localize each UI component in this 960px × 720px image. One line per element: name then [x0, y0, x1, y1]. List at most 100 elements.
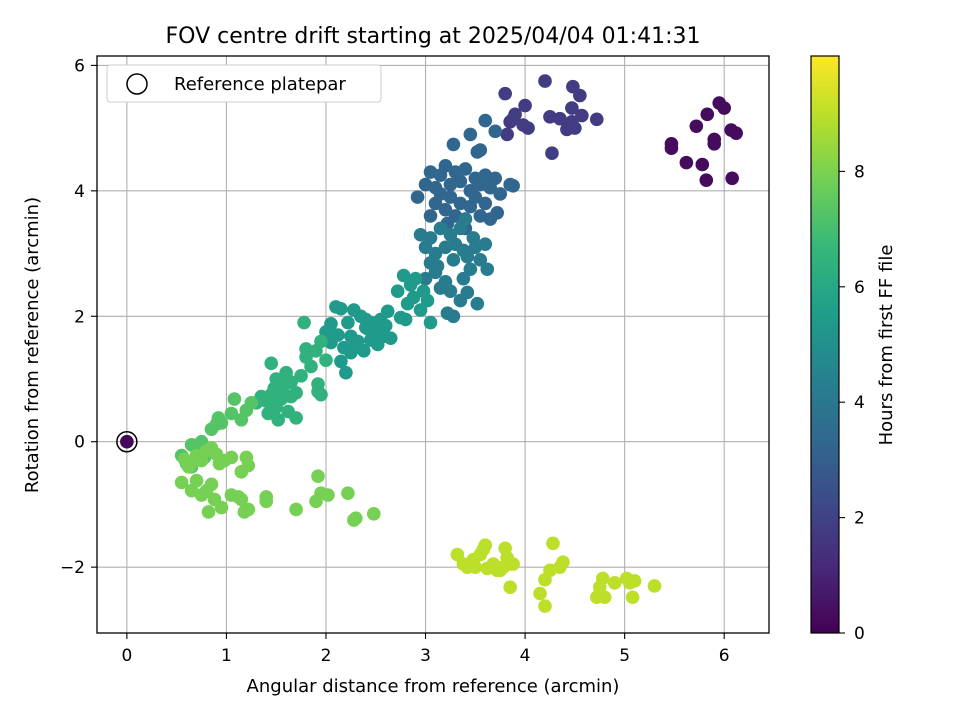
- scatter-point: [241, 458, 256, 473]
- colorbar-tick-label: 0: [854, 624, 865, 644]
- scatter-point: [470, 296, 485, 311]
- scatter-point: [546, 536, 560, 551]
- scatter-point: [214, 500, 229, 515]
- scatter-point: [556, 555, 570, 569]
- scatter-point: [707, 137, 722, 151]
- scatter-point: [699, 173, 714, 187]
- scatter-point: [679, 155, 694, 170]
- scatter-point: [553, 111, 567, 126]
- scatter-point: [478, 538, 493, 552]
- scatter-point: [267, 381, 282, 396]
- y-tick-label: 6: [74, 56, 85, 76]
- scatter-point: [521, 121, 535, 135]
- scatter-point: [717, 101, 731, 115]
- scatter-point: [418, 271, 433, 286]
- scatter-point: [390, 284, 405, 298]
- scatter-point: [463, 262, 478, 277]
- scatter-point: [440, 306, 455, 320]
- scatter-point: [488, 124, 503, 139]
- y-tick-label: −2: [60, 558, 85, 578]
- scatter-point: [446, 137, 461, 152]
- scatter-point: [607, 576, 622, 590]
- scatter-point: [396, 268, 411, 283]
- scatter-point: [423, 256, 438, 270]
- scatter-point: [589, 112, 604, 127]
- scatter-point: [729, 126, 743, 140]
- scatter-point: [538, 599, 552, 613]
- scatter-point: [314, 334, 328, 349]
- legend-label: Reference platepar: [174, 74, 346, 95]
- scatter-point: [725, 171, 739, 186]
- scatter-point: [349, 511, 363, 526]
- scatter-point: [595, 571, 610, 586]
- x-tick-label: 5: [619, 646, 630, 666]
- scatter-point: [373, 320, 388, 335]
- scatter-point: [341, 486, 355, 500]
- scatter-point: [408, 271, 423, 286]
- scatter-point: [227, 392, 242, 406]
- scatter-point: [244, 396, 259, 410]
- scatter-point: [573, 88, 587, 103]
- scatter-point: [201, 505, 216, 519]
- scatter-point: [329, 300, 343, 314]
- scatter-point: [518, 98, 532, 113]
- scatter-point: [393, 310, 408, 325]
- scatter-point: [349, 335, 363, 350]
- colorbar-label: Hours from first FF file: [876, 245, 897, 446]
- scatter-point: [463, 127, 478, 142]
- y-axis-label: Rotation from reference (arcmin): [22, 197, 43, 493]
- scatter-point: [311, 377, 325, 391]
- scatter-point: [423, 315, 438, 330]
- scatter-point: [438, 158, 453, 173]
- scatter-point: [214, 416, 229, 430]
- scatter-point: [478, 196, 493, 211]
- scatter-point: [413, 303, 428, 317]
- scatter-point: [347, 303, 361, 317]
- scatter-point: [339, 365, 353, 380]
- scatter-point: [271, 412, 285, 427]
- scatter-point: [625, 590, 640, 605]
- scatter-point: [498, 86, 512, 101]
- x-tick-label: 0: [121, 646, 132, 666]
- scatter-point: [468, 190, 483, 204]
- scatter-point: [423, 231, 438, 245]
- scatter-point: [289, 411, 303, 425]
- scatter-point: [453, 293, 468, 308]
- scatter-point: [204, 477, 219, 492]
- scatter-point: [321, 488, 335, 502]
- scatter-point: [490, 205, 505, 220]
- scatter-point: [341, 315, 355, 330]
- scatter-point: [261, 406, 276, 421]
- scatter-point: [443, 190, 458, 204]
- scatter-point: [304, 359, 318, 374]
- scatter-point: [334, 354, 348, 369]
- x-tick-label: 4: [520, 646, 531, 666]
- scatter-point: [538, 74, 552, 88]
- scatter-point: [468, 560, 483, 574]
- scatter-point: [259, 494, 274, 509]
- y-tick-label: 0: [74, 433, 85, 453]
- scatter-point: [545, 146, 559, 161]
- scatter-point: [488, 171, 503, 186]
- scatter-point: [284, 389, 298, 404]
- scatter-point: [299, 342, 313, 356]
- scatter-point: [565, 101, 579, 115]
- colorbar-tick-label: 4: [854, 393, 865, 413]
- scatter-point: [500, 127, 514, 142]
- y-axis-ticks: −2 0 2 4 6: [60, 56, 97, 578]
- scatter-point: [438, 202, 453, 217]
- scatter-point: [503, 580, 517, 595]
- plot-frame: [96, 55, 770, 634]
- scatter-point: [473, 253, 488, 267]
- scatter-point: [383, 331, 398, 346]
- scatter-point: [506, 111, 520, 126]
- scatter-point: [647, 579, 662, 593]
- scatter-point: [311, 469, 325, 484]
- colorbar-tick-label: 6: [854, 278, 865, 298]
- scatter-point: [289, 502, 303, 517]
- plot-area: 0 1 2 3 4 5 6 −2 0 2 4 6: [60, 55, 770, 666]
- scatter-point: [689, 119, 704, 134]
- colorbar-tick-label: 8: [854, 162, 865, 182]
- chart-title: FOV centre drift starting at 2025/04/04 …: [166, 24, 701, 49]
- scatter-point: [533, 586, 547, 601]
